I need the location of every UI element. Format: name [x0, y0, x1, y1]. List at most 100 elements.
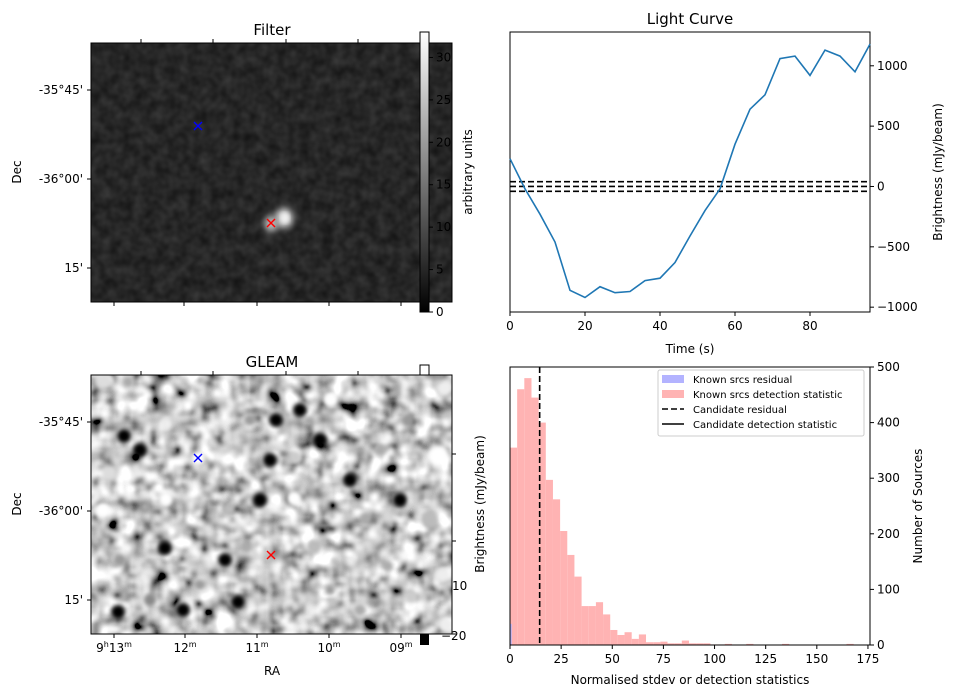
- light-curve-ytick-label: −1000: [877, 300, 918, 314]
- gleam-source-blob: [161, 418, 173, 430]
- gleam-dark-patch: [231, 595, 245, 609]
- light-curve-xtick-label: 40: [652, 319, 667, 333]
- legend-swatch: [662, 390, 684, 398]
- histogram-bar: [688, 643, 697, 645]
- histogram-bar: [624, 632, 632, 645]
- filter-colorbar-tick-label: 0: [436, 305, 444, 319]
- gleam-ra-tick-label: 09m: [389, 640, 412, 655]
- filter-dec-tick: -35°45': [39, 83, 83, 97]
- gleam-dark-patch: [111, 605, 125, 619]
- histogram-bar: [681, 640, 689, 645]
- gleam-dark-patch: [158, 541, 172, 555]
- legend-label: Known srcs residual: [693, 375, 792, 386]
- histogram-bar: [674, 643, 682, 645]
- gleam-source-blob: [287, 491, 301, 505]
- gleam-source-blob: [241, 542, 251, 552]
- gleam-dark-patch: [343, 473, 357, 487]
- histogram-ytick-label: 500: [877, 360, 900, 374]
- histogram-ytick-label: 200: [877, 527, 900, 541]
- gleam-source-blob: [360, 512, 372, 524]
- light-curve-ylabel: Brightness (mJy/beam): [931, 103, 945, 241]
- filter-colorbar-label: arbitrary units: [461, 129, 475, 215]
- histogram-bar: [617, 634, 625, 645]
- light-curve-ytick-label: 0: [877, 179, 885, 193]
- filter-colorbar-tick-label: 10: [436, 220, 451, 234]
- histogram-ytick-label: 400: [877, 416, 900, 430]
- gleam-source-blob: [325, 585, 335, 595]
- histogram-bar: [545, 479, 553, 645]
- gleam-source-blob: [435, 568, 449, 582]
- gleam-source-blob: [383, 561, 393, 571]
- filter-colorbar-tick-label: 30: [436, 50, 451, 64]
- histogram-bar: [703, 643, 711, 645]
- light-curve-xtick-label: 20: [577, 319, 592, 333]
- gleam-ra-ticks: 9h13m 12m 11m 10m 09m: [96, 640, 413, 655]
- gleam-dark-patch: [218, 553, 232, 567]
- gleam-source-blob: [354, 604, 366, 616]
- histogram-bar: [782, 643, 790, 645]
- light-curve-xtick-label: 0: [506, 319, 514, 333]
- histogram-xtick-label: 0: [506, 652, 514, 666]
- gleam-source-blob: [405, 591, 417, 603]
- histogram-bar: [667, 643, 675, 645]
- histogram-bar: [567, 554, 575, 645]
- filter-dec-tick: 15': [64, 261, 83, 275]
- filter-panel: Filter -35°45' -36°00' 15' Dec: [10, 21, 475, 319]
- gleam-source-blob: [159, 492, 173, 506]
- histogram-bar: [846, 643, 854, 645]
- gleam-ra-tick-label: 9h13m: [96, 640, 132, 655]
- gleam-xlabel: RA: [264, 664, 281, 678]
- histogram-xlabel: Normalised stdev or detection statistics: [571, 673, 810, 687]
- histogram-ytick-label: 300: [877, 471, 900, 485]
- histogram-bar: [746, 643, 754, 645]
- histogram-bar: [610, 629, 618, 645]
- histogram-xtick-label: 175: [857, 652, 880, 666]
- histogram-xtick-label: 125: [754, 652, 777, 666]
- gleam-source-blob: [96, 375, 112, 389]
- gleam-source-blob: [122, 376, 134, 388]
- gleam-source-blob: [223, 503, 235, 515]
- gleam-dark-patch: [176, 603, 190, 617]
- filter-colorbar-tick-label: 5: [436, 263, 444, 277]
- gleam-source-blob: [439, 618, 452, 632]
- filter-image: [91, 43, 452, 302]
- histogram-bar: [588, 606, 596, 645]
- histogram-panel: 0 25 50 75 100 125 150 175 0 100 200 300 400 500 Nor…: [506, 360, 925, 687]
- histogram-legend: Known srcs residual Known srcs detection …: [657, 369, 865, 437]
- light-curve-line: [509, 43, 871, 299]
- filter-marker-reference: [193, 121, 203, 131]
- filter-colorbar-tick-label: 20: [436, 135, 451, 149]
- gleam-image: [91, 375, 452, 634]
- light-curve-ytick-label: 500: [877, 119, 900, 133]
- histogram-bar: [560, 531, 568, 645]
- gleam-colorbar-tick: 10: [452, 579, 467, 593]
- histogram-bar: [517, 389, 525, 645]
- gleam-dark-patch: [269, 413, 283, 427]
- gleam-dark-patch: [293, 403, 307, 417]
- gleam-colorbar-tick: −20: [441, 629, 466, 643]
- histogram-ytick-label: 100: [877, 582, 900, 596]
- histogram-bar: [631, 638, 639, 645]
- light-curve-xtick-label: 60: [727, 319, 742, 333]
- histogram-bar: [552, 499, 561, 645]
- gleam-source-blob: [289, 451, 301, 463]
- histogram-bar: [595, 602, 604, 645]
- light-curve-xtick-label: 80: [802, 319, 817, 333]
- gleam-ra-tick-label: 10m: [317, 640, 340, 655]
- gleam-dec-tick: 15': [64, 593, 83, 607]
- histogram-xtick-label: 150: [805, 652, 828, 666]
- light-curve-title: Light Curve: [647, 10, 733, 28]
- light-curve-panel: Light Curve 0 20 40 60 80 −1000−50005001000 …: [506, 10, 945, 356]
- light-curve-xlabel: Time (s): [665, 342, 715, 356]
- gleam-ra-tick-label: 12m: [173, 640, 196, 655]
- gleam-ra-tick-label: 11m: [245, 640, 268, 655]
- light-curve-ytick-label: −500: [877, 240, 910, 254]
- gleam-colorbar: 10 −20 Brightness (mJy/beam): [419, 364, 487, 645]
- gleam-source-blob: [140, 502, 150, 512]
- histogram-bar: [581, 606, 589, 645]
- gleam-source-blob: [402, 414, 414, 426]
- histogram-bar: [531, 397, 539, 645]
- gleam-colorbar-label: Brightness (mJy/beam): [473, 435, 487, 573]
- legend-label: Known srcs detection statistic: [693, 390, 842, 401]
